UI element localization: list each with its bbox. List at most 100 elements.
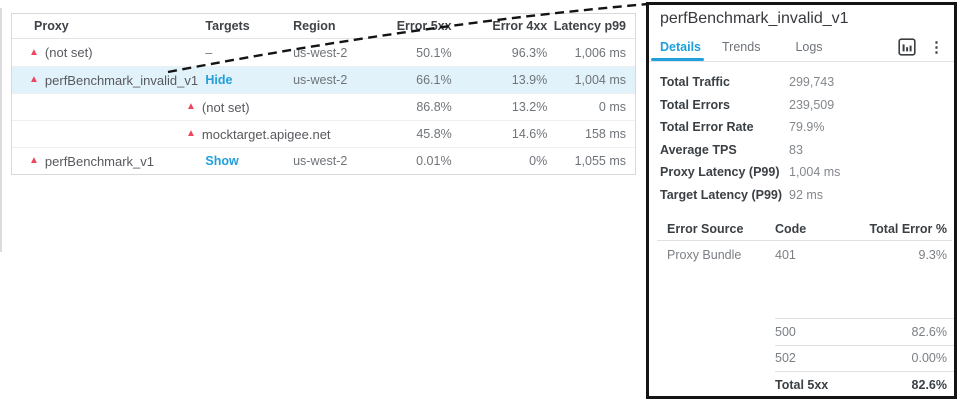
column-header-region[interactable]: Region xyxy=(293,19,336,33)
metric-label: Total Errors xyxy=(660,97,730,112)
panel-actions xyxy=(898,38,944,56)
error-4xx-cell: 13.2% xyxy=(511,100,548,114)
header-total-error-pct: Total Error % xyxy=(869,221,947,236)
error-row: 502 0.00% xyxy=(649,344,954,372)
proxy-row[interactable]: perfBenchmark_v1 Show us-west-2 0.01% 0%… xyxy=(12,147,635,174)
metric-row: Total Errors 239,509 xyxy=(660,94,954,117)
latency-p99-cell: 0 ms xyxy=(598,100,626,114)
target-name: (not set) xyxy=(201,99,250,115)
metric-label: Target Latency (P99) xyxy=(660,187,783,202)
metric-label: Total Error Rate xyxy=(660,120,754,135)
proxy-table-header: Proxy Targets Region Error 5xx Error 4xx… xyxy=(12,14,635,39)
error-code-cell: 500 xyxy=(775,324,796,339)
error-4xx-cell: 13.9% xyxy=(511,73,548,87)
column-header-proxy[interactable]: Proxy xyxy=(34,19,69,33)
proxy-cell: (not set) xyxy=(12,45,205,60)
bar-chart-icon[interactable] xyxy=(898,38,916,56)
alert-triangle-icon xyxy=(186,129,196,139)
error-row-body: 500 82.6% xyxy=(775,318,954,345)
toggle-targets-link[interactable]: Show xyxy=(205,154,239,168)
proxy-name: (not set) xyxy=(44,45,93,60)
alert-triangle-icon xyxy=(186,102,196,112)
targets-cell: Show xyxy=(205,152,293,170)
target-row[interactable]: (not set) 86.8% 13.2% 0 ms xyxy=(12,93,635,120)
metric-value: 239,509 xyxy=(789,97,835,112)
error-table-body: Proxy Bundle 401 9.3% 500 82.6% 502 0.00… xyxy=(649,241,954,398)
column-header-targets[interactable]: Targets xyxy=(205,19,250,33)
metrics-list: Total Traffic 299,743 Total Errors 239,5… xyxy=(649,62,954,206)
error-4xx-cell: 96.3% xyxy=(511,45,548,60)
panel-title: perfBenchmark_invalid_v1 xyxy=(660,10,849,27)
metric-value: 1,004 ms xyxy=(789,165,841,180)
latency-p99-cell: 1,006 ms xyxy=(574,45,626,60)
tabs-divider xyxy=(649,61,954,62)
proxy-row[interactable]: (not set) – us-west-2 50.1% 96.3% 1,006 … xyxy=(12,39,635,66)
metric-row: Proxy Latency (P99) 1,004 ms xyxy=(660,161,954,184)
error-row-body: Total 5xx 82.6% xyxy=(775,371,954,398)
error-table-gap xyxy=(649,268,954,318)
region-cell: us-west-2 xyxy=(293,154,348,168)
error-source-spacer xyxy=(649,318,775,345)
error-pct-cell: 82.6% xyxy=(911,324,947,339)
tab-trends[interactable]: Trends xyxy=(722,40,761,54)
proxy-table-body: (not set) – us-west-2 50.1% 96.3% 1,006 … xyxy=(12,39,635,174)
metric-label: Average TPS xyxy=(660,142,737,157)
alert-triangle-icon xyxy=(29,75,39,85)
metric-value: 92 ms xyxy=(789,187,824,202)
error-table-header-rule xyxy=(657,240,952,241)
proxy-row[interactable]: perfBenchmark_invalid_v1 Hide us-west-2 … xyxy=(12,66,635,93)
error-4xx-cell: 0% xyxy=(529,154,548,168)
latency-p99-cell: 158 ms xyxy=(585,127,626,141)
targets-cell: – xyxy=(205,44,293,62)
proxy-detail-panel: perfBenchmark_invalid_v1 Details Trends … xyxy=(646,2,957,399)
metric-value: 83 xyxy=(789,142,803,157)
header-code: Code xyxy=(775,221,807,236)
error-table-header: Error Source Code Total Error % xyxy=(649,217,954,240)
metric-row: Total Traffic 299,743 xyxy=(660,71,954,94)
kebab-menu-icon[interactable] xyxy=(929,40,944,55)
error-code-cell: Total 5xx xyxy=(775,377,829,392)
error-code-cell: 401 xyxy=(775,247,796,262)
error-row-body: 502 0.00% xyxy=(775,344,954,372)
error-row: Total 5xx 82.6% xyxy=(649,371,954,398)
metric-row: Average TPS 83 xyxy=(660,139,954,162)
column-header-error-4xx[interactable]: Error 4xx xyxy=(492,19,548,33)
proxy-name: perfBenchmark_invalid_v1 xyxy=(44,72,199,88)
error-row: Proxy Bundle 401 9.3% xyxy=(649,241,954,268)
alert-triangle-icon xyxy=(29,48,39,58)
error-source-cell: Proxy Bundle xyxy=(667,247,742,262)
error-pct-cell: 0.00% xyxy=(911,351,947,366)
targets-cell: Hide xyxy=(205,71,293,89)
column-header-latency-p99[interactable]: Latency p99 xyxy=(553,19,626,33)
tab-details[interactable]: Details xyxy=(660,40,701,54)
latency-p99-cell: 1,055 ms xyxy=(574,154,626,168)
error-source-table: Error Source Code Total Error % Proxy Bu… xyxy=(649,217,954,398)
header-error-source: Error Source xyxy=(667,221,744,236)
error-source-spacer xyxy=(649,371,775,398)
target-cell: mocktarget.apigee.net xyxy=(12,127,383,142)
target-name: mocktarget.apigee.net xyxy=(201,126,331,142)
metric-value: 79.9% xyxy=(789,120,825,135)
proxy-table: Proxy Targets Region Error 5xx Error 4xx… xyxy=(11,13,636,175)
panel-tabs: Details Trends Logs xyxy=(649,37,954,61)
metric-label: Total Traffic xyxy=(660,75,730,90)
proxy-cell: perfBenchmark_v1 xyxy=(12,154,205,169)
error-5xx-cell: 45.8% xyxy=(416,127,452,141)
region-cell: us-west-2 xyxy=(293,73,348,87)
alert-triangle-icon xyxy=(29,156,39,166)
error-row: 500 82.6% xyxy=(649,318,954,345)
error-pct-cell: 82.6% xyxy=(911,377,947,392)
column-header-error-5xx[interactable]: Error 5xx xyxy=(396,19,452,33)
error-5xx-cell: 50.1% xyxy=(416,45,452,60)
target-row[interactable]: mocktarget.apigee.net 45.8% 14.6% 158 ms xyxy=(12,120,635,147)
error-5xx-cell: 86.8% xyxy=(416,100,452,114)
toggle-targets-link[interactable]: Hide xyxy=(205,73,233,87)
region-cell: us-west-2 xyxy=(293,45,348,60)
metric-row: Target Latency (P99) 92 ms xyxy=(660,184,954,207)
error-5xx-cell: 66.1% xyxy=(416,73,452,87)
metric-row: Total Error Rate 79.9% xyxy=(660,116,954,139)
target-cell: (not set) xyxy=(12,100,383,115)
error-source-spacer xyxy=(649,345,775,372)
tab-logs[interactable]: Logs xyxy=(795,40,823,54)
error-pct-cell: 9.3% xyxy=(918,247,948,262)
